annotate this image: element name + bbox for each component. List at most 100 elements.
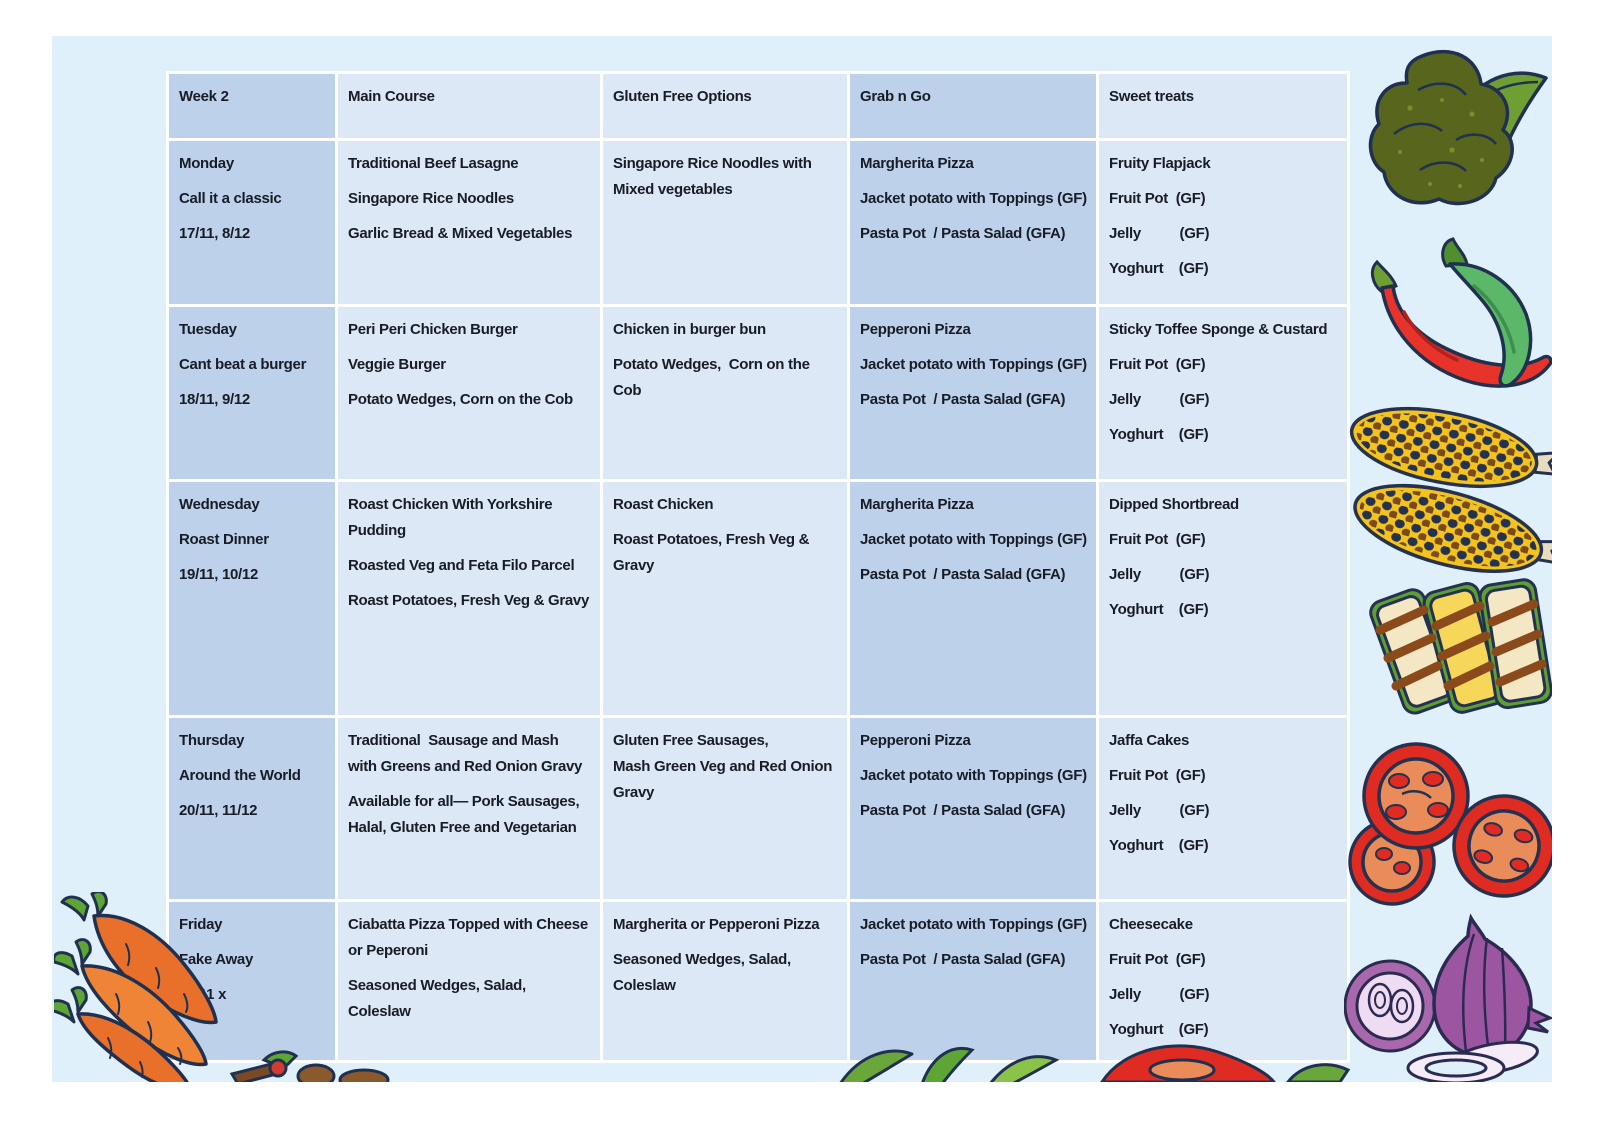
tomato-slices-illustration [1340,740,1552,912]
day-name: Thursday [179,732,245,749]
menu-item: Garlic Bread & Mixed Vegetables [348,225,573,242]
menu-item: Cheesecake [1109,916,1193,933]
header-grab-n-go: Grab n Go [850,74,1096,138]
menu-item: Jacket potato with Toppings (GF) [860,531,1087,548]
menu-item: Pasta Pot / Pasta Salad (GFA) [860,225,1066,242]
menu-item: Seasoned Wedges, Salad, Coleslaw [348,977,530,1020]
grab-n-go-cell: Jacket potato with Toppings (GF) Pasta P… [850,902,1096,1060]
menu-item: Ciabatta Pizza Topped with Cheese or Pep… [348,916,592,959]
vegetable-scraps-illustration [830,1042,1090,1082]
menu-item: Fruit Pot (GF) [1109,767,1206,784]
red-onions-illustration [1344,908,1552,1082]
gluten-free-cell: Singapore Rice Noodles with Mixed vegeta… [603,141,847,304]
menu-item: Roasted Veg and Feta Filo Parcel [348,557,575,574]
day-theme: Roast Dinner [179,531,269,548]
carrots-illustration [54,892,254,1082]
gluten-free-cell: Roast Chicken Roast Potatoes, Fresh Veg … [603,482,847,715]
menu-item: Margherita Pizza [860,496,974,513]
header-week: Week 2 [169,74,335,138]
header-gluten-free: Gluten Free Options [603,74,847,138]
menu-item: Potato Wedges, Corn on the Cob [348,391,573,408]
day-cell: Monday Call it a classic 17/11, 8/12 [169,141,335,304]
day-theme: Fake Away [179,951,254,968]
menu-item: Margherita or Pepperoni Pizza [613,916,820,933]
menu-item: Traditional Beef Lasagne [348,155,519,172]
menu-item: Pepperoni Pizza [860,732,971,749]
menu-item: Fruit Pot (GF) [1109,356,1206,373]
menu-item: Singapore Rice Noodles with Mixed vegeta… [613,155,816,198]
menu-item: Yoghurt (GF) [1109,1021,1209,1038]
menu-item: Jelly (GF) [1109,566,1210,583]
grab-n-go-cell: Margherita Pizza Jacket potato with Topp… [850,482,1096,715]
row-wednesday: Wednesday Roast Dinner 19/11, 10/12 Roas… [169,482,1347,715]
gluten-free-cell: Gluten Free Sausages, Mash Green Veg and… [603,718,847,899]
grab-n-go-cell: Pepperoni Pizza Jacket potato with Toppi… [850,307,1096,479]
menu-item: Dipped Shortbread [1109,496,1239,513]
vegetable-scraps-illustration [1082,1038,1362,1082]
corn-cob-illustration [1344,388,1552,510]
grab-n-go-cell: Pepperoni Pizza Jacket potato with Toppi… [850,718,1096,899]
menu-item: Mash Green Veg and Red Onion Gravy [613,758,837,801]
menu-item: Jacket potato with Toppings (GF) [860,190,1087,207]
sweet-treats-cell: Jaffa Cakes Fruit Pot (GF) Jelly (GF) Yo… [1099,718,1347,899]
day-name: Friday [179,916,223,933]
menu-item: Roast Chicken [613,496,714,513]
day-name: Wednesday [179,496,260,513]
menu-item: Pasta Pot / Pasta Salad (GFA) [860,566,1066,583]
menu-table: Week 2 Main Course Gluten Free Options G… [166,71,1350,1063]
sweet-treats-cell: Sticky Toffee Sponge & Custard Fruit Pot… [1099,307,1347,479]
header-main-course-label: Main Course [348,88,435,105]
menu-item: Pepperoni Pizza [860,321,971,338]
gluten-free-cell: Margherita or Pepperoni Pizza Seasoned W… [603,902,847,1060]
menu-item: Available for all— Pork Sausages, Halal,… [348,793,584,836]
sweet-treats-cell: Dipped Shortbread Fruit Pot (GF) Jelly (… [1099,482,1347,715]
menu-item: Veggie Burger [348,356,446,373]
main-course-cell: Traditional Beef Lasagne Singapore Rice … [338,141,600,304]
menu-item: Yoghurt (GF) [1109,260,1209,277]
day-cell: Thursday Around the World 20/11, 11/12 [169,718,335,899]
menu-item: Fruit Pot (GF) [1109,531,1206,548]
menu-panel: Week 2 Main Course Gluten Free Options G… [52,36,1552,1082]
menu-item: Jelly (GF) [1109,225,1210,242]
menu-item: Jaffa Cakes [1109,732,1190,749]
main-course-cell: Peri Peri Chicken Burger Veggie Burger P… [338,307,600,479]
main-course-cell: Ciabatta Pizza Topped with Cheese or Pep… [338,902,600,1060]
sweet-treats-cell: Fruity Flapjack Fruit Pot (GF) Jelly (GF… [1099,141,1347,304]
menu-item: Roast Chicken With Yorkshire Pudding [348,496,557,539]
day-dates: 19/11, 10/12 [179,566,258,583]
menu-item: Yoghurt (GF) [1109,837,1209,854]
day-name: Tuesday [179,321,237,338]
header-sweet-treats-label: Sweet treats [1109,88,1194,105]
header-grab-n-go-label: Grab n Go [860,88,931,105]
menu-item: Gluten Free Sausages, [613,732,769,749]
day-dates: 20/11, 11/12 [179,802,258,819]
menu-item: Fruit Pot (GF) [1109,951,1206,968]
menu-item: Jacket potato with Toppings (GF) [860,916,1087,933]
grab-n-go-cell: Margherita Pizza Jacket potato with Topp… [850,141,1096,304]
menu-item: Margherita Pizza [860,155,974,172]
header-week-label: Week 2 [179,88,229,105]
day-cell: Tuesday Cant beat a burger 18/11, 9/12 [169,307,335,479]
row-monday: Monday Call it a classic 17/11, 8/12 Tra… [169,141,1347,304]
menu-item: Jacket potato with Toppings (GF) [860,767,1087,784]
header-sweet-treats: Sweet treats [1099,74,1347,138]
day-dates: 17/11, 8/12 [179,225,250,242]
menu-item: Singapore Rice Noodles [348,190,514,207]
menu-item: Pasta Pot / Pasta Salad (GFA) [860,802,1066,819]
day-name: Monday [179,155,234,172]
row-tuesday: Tuesday Cant beat a burger 18/11, 9/12 P… [169,307,1347,479]
header-main-course: Main Course [338,74,600,138]
corn-cob-illustration [1344,464,1552,596]
menu-item: Jelly (GF) [1109,391,1210,408]
menu-item: Fruity Flapjack [1109,155,1211,172]
day-theme: Around the World [179,767,301,784]
menu-item: Pasta Pot / Pasta Salad (GFA) [860,951,1066,968]
header-gluten-free-label: Gluten Free Options [613,88,752,105]
menu-item: Sticky Toffee Sponge & Custard [1109,321,1328,338]
main-course-cell: Roast Chicken With Yorkshire Pudding Roa… [338,482,600,715]
main-course-cell: Traditional Sausage and Mash with Greens… [338,718,600,899]
broccoli-illustration [1360,38,1552,218]
menu-item: Seasoned Wedges, Salad, Coleslaw [613,951,795,994]
menu-item: Pasta Pot / Pasta Salad (GFA) [860,391,1066,408]
menu-item: Peri Peri Chicken Burger [348,321,518,338]
